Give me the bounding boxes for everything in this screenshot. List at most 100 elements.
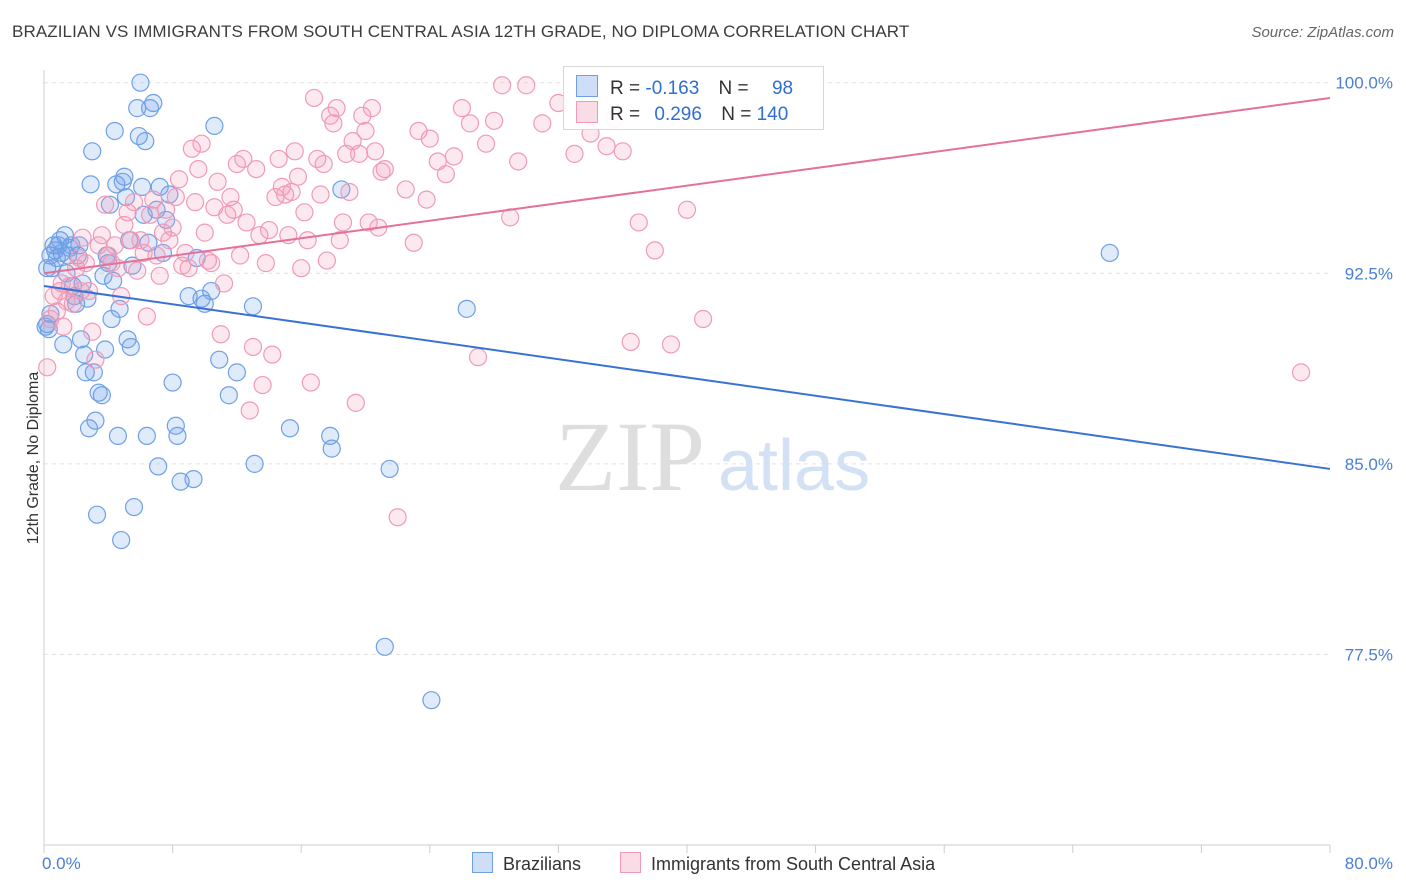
data-point [92, 386, 111, 405]
legend-n-label: N = [721, 104, 752, 125]
data-point [380, 459, 399, 479]
data-point [153, 223, 173, 242]
legend-r-label: R = [610, 104, 641, 125]
data-point [259, 220, 279, 240]
data-point [140, 205, 160, 224]
data-point [189, 159, 208, 179]
data-point [163, 373, 182, 392]
data-point [182, 139, 201, 158]
data-point [131, 73, 150, 92]
data-point [87, 505, 107, 524]
data-point [396, 180, 415, 199]
data-point [314, 154, 333, 174]
data-point [327, 99, 346, 118]
legend-label: Immigrants from South Central Asia [651, 854, 936, 874]
data-point [444, 147, 464, 166]
series-legend: Brazilians Immigrants from South Central… [0, 852, 1406, 878]
trend-line-brazilians [43, 284, 1331, 470]
data-point [422, 691, 441, 710]
data-point [1100, 243, 1119, 263]
data-point [324, 114, 343, 133]
data-point [83, 142, 102, 161]
data-point [179, 259, 198, 278]
data-point [166, 187, 185, 207]
legend-n-value: 98 [771, 78, 794, 99]
x-tick-label-max: 80.0% [1345, 854, 1393, 873]
data-point [202, 254, 221, 273]
data-point [247, 159, 266, 179]
data-point [38, 358, 57, 377]
data-point [292, 259, 311, 278]
data-point [124, 497, 144, 517]
data-point [163, 218, 182, 237]
y-tick-label: 85.0% [1345, 455, 1393, 474]
data-point [136, 132, 155, 151]
data-point [75, 345, 94, 364]
legend-swatch-blue [472, 852, 493, 873]
data-point [317, 251, 337, 270]
legend-item-south-central-asia[interactable]: Immigrants from South Central Asia [620, 852, 935, 875]
data-point [366, 142, 385, 161]
data-point [149, 457, 168, 476]
data-point [1291, 363, 1311, 382]
data-point [38, 259, 57, 278]
data-point [388, 508, 407, 527]
y-tick-labels: 77.5% 85.0% 92.5% 100.0% [1335, 74, 1393, 665]
data-point [81, 175, 100, 194]
data-point [100, 195, 120, 214]
legend-r-value: -0.163 [645, 78, 700, 99]
data-point [147, 246, 166, 265]
data-point [304, 88, 324, 108]
watermark: ZIP atlas [555, 401, 870, 512]
legend-swatch-pink [620, 852, 641, 873]
data-point [436, 165, 455, 184]
data-point [372, 162, 391, 181]
data-point [333, 213, 353, 232]
data-point [54, 317, 73, 336]
data-point [404, 233, 423, 252]
data-point [285, 142, 304, 161]
data-point [288, 167, 308, 186]
y-tick-label: 92.5% [1345, 264, 1393, 283]
data-point [322, 439, 341, 458]
data-point [237, 213, 256, 232]
data-point [140, 99, 160, 118]
data-point [613, 142, 632, 161]
data-point [78, 289, 97, 308]
data-point [417, 190, 436, 209]
data-point [205, 116, 224, 136]
watermark-zip: ZIP [555, 401, 705, 512]
data-point [356, 121, 375, 141]
series-south-central-asia [38, 76, 1311, 527]
legend-item-brazilians[interactable]: Brazilians [472, 852, 581, 875]
data-point [195, 223, 214, 242]
data-point [118, 203, 137, 222]
data-point [79, 419, 99, 438]
data-point [460, 114, 480, 133]
data-point [269, 149, 288, 169]
data-point [112, 530, 131, 550]
data-point [192, 134, 211, 153]
data-point [340, 182, 359, 202]
data-point [224, 200, 243, 219]
data-point [186, 193, 205, 212]
data-point [375, 159, 394, 179]
data-point [420, 129, 439, 148]
data-point [227, 363, 246, 382]
data-point [375, 637, 394, 656]
legend-swatch-pink [576, 101, 598, 123]
data-point [214, 274, 234, 293]
data-point [263, 345, 282, 364]
data-point [517, 76, 536, 95]
data-point [661, 335, 681, 354]
data-point [105, 121, 124, 141]
data-point [452, 99, 472, 118]
data-point [240, 401, 259, 420]
data-point [184, 469, 203, 489]
data-point [256, 254, 275, 273]
data-point [124, 193, 144, 212]
data-point [54, 335, 73, 354]
data-point [280, 419, 300, 438]
data-point [208, 172, 227, 191]
